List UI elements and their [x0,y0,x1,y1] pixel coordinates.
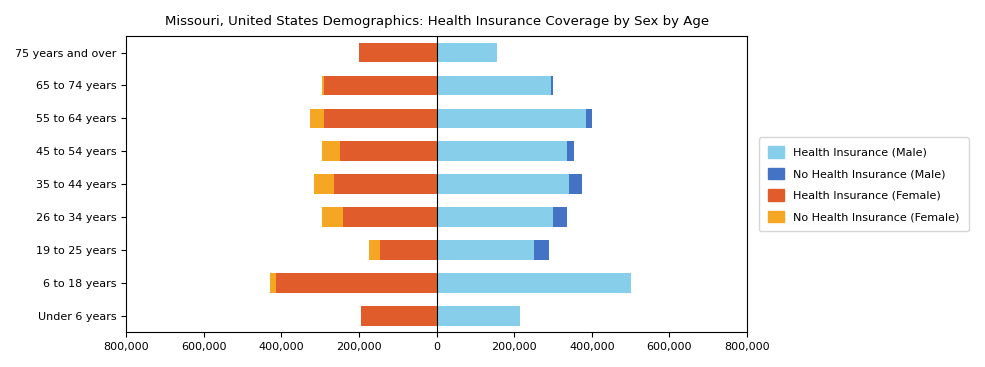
Bar [344,207,436,227]
Bar [324,76,436,95]
Bar [436,174,568,194]
Bar [586,109,592,128]
Bar [436,207,553,227]
Bar [310,109,324,128]
Bar [324,109,436,128]
Bar [359,43,436,62]
Bar [436,43,496,62]
Bar [340,141,436,161]
Bar [436,306,520,326]
Bar [436,240,534,260]
Bar [380,240,436,260]
Bar [368,240,380,260]
Bar [436,109,586,128]
Bar [566,141,574,161]
Bar [334,174,436,194]
Bar [322,76,324,95]
Bar [436,76,551,95]
Bar [322,207,344,227]
Bar [553,207,566,227]
Bar [436,273,630,293]
Title: Missouri, United States Demographics: Health Insurance Coverage by Sex by Age: Missouri, United States Demographics: He… [164,15,708,28]
Bar [534,240,550,260]
Legend: Health Insurance (Male), No Health Insurance (Male), Health Insurance (Female), : Health Insurance (Male), No Health Insur… [758,137,968,231]
Bar [551,76,553,95]
Bar [568,174,582,194]
Bar [436,141,566,161]
Bar [314,174,334,194]
Bar [361,306,436,326]
Bar [322,141,340,161]
Bar [276,273,436,293]
Bar [270,273,276,293]
